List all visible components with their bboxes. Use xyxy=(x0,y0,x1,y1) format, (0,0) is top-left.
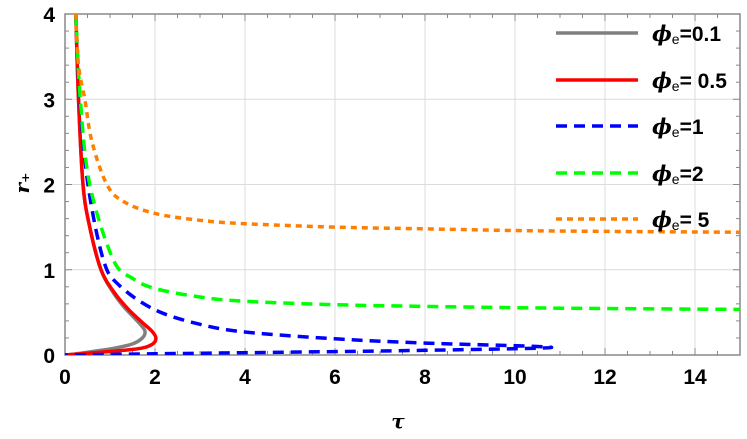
x-tick-label: 4 xyxy=(239,366,251,389)
series-line-1 xyxy=(65,13,158,355)
legend-label-0: ϕe=0.1 xyxy=(652,21,721,47)
legend-label-1: ϕe= 0.5 xyxy=(652,68,727,94)
x-tick-label: 12 xyxy=(593,366,616,389)
legend: ϕe=0.1 ϕe= 0.5 ϕe=1 ϕe=2 ϕe= 5 xyxy=(556,21,727,233)
series-line-2 xyxy=(65,13,554,355)
x-tick-label: 6 xyxy=(329,366,341,389)
x-tick-label: 2 xyxy=(149,366,161,389)
legend-label-2: ϕe=1 xyxy=(652,114,704,140)
y-tick-label: 3 xyxy=(43,89,55,112)
x-tick-label: 8 xyxy=(419,366,431,389)
x-tick-label: 14 xyxy=(683,366,707,389)
curves xyxy=(65,13,740,355)
legend-label-4: ϕe= 5 xyxy=(652,207,710,233)
y-tick-label: 4 xyxy=(43,4,55,27)
y-tick-label: 1 xyxy=(43,260,55,283)
y-axis-label: r₊ xyxy=(10,172,34,193)
grid xyxy=(65,13,740,355)
legend-label-3: ϕe=2 xyxy=(652,161,704,187)
y-tick-label: 0 xyxy=(43,345,55,368)
series-line-3 xyxy=(74,13,740,312)
x-tick-label: 10 xyxy=(503,366,526,389)
series-line-4 xyxy=(74,13,740,234)
x-tick-label: 0 xyxy=(59,366,71,389)
x-axis-label: τ xyxy=(391,409,405,433)
y-tick-label: 2 xyxy=(43,175,55,198)
